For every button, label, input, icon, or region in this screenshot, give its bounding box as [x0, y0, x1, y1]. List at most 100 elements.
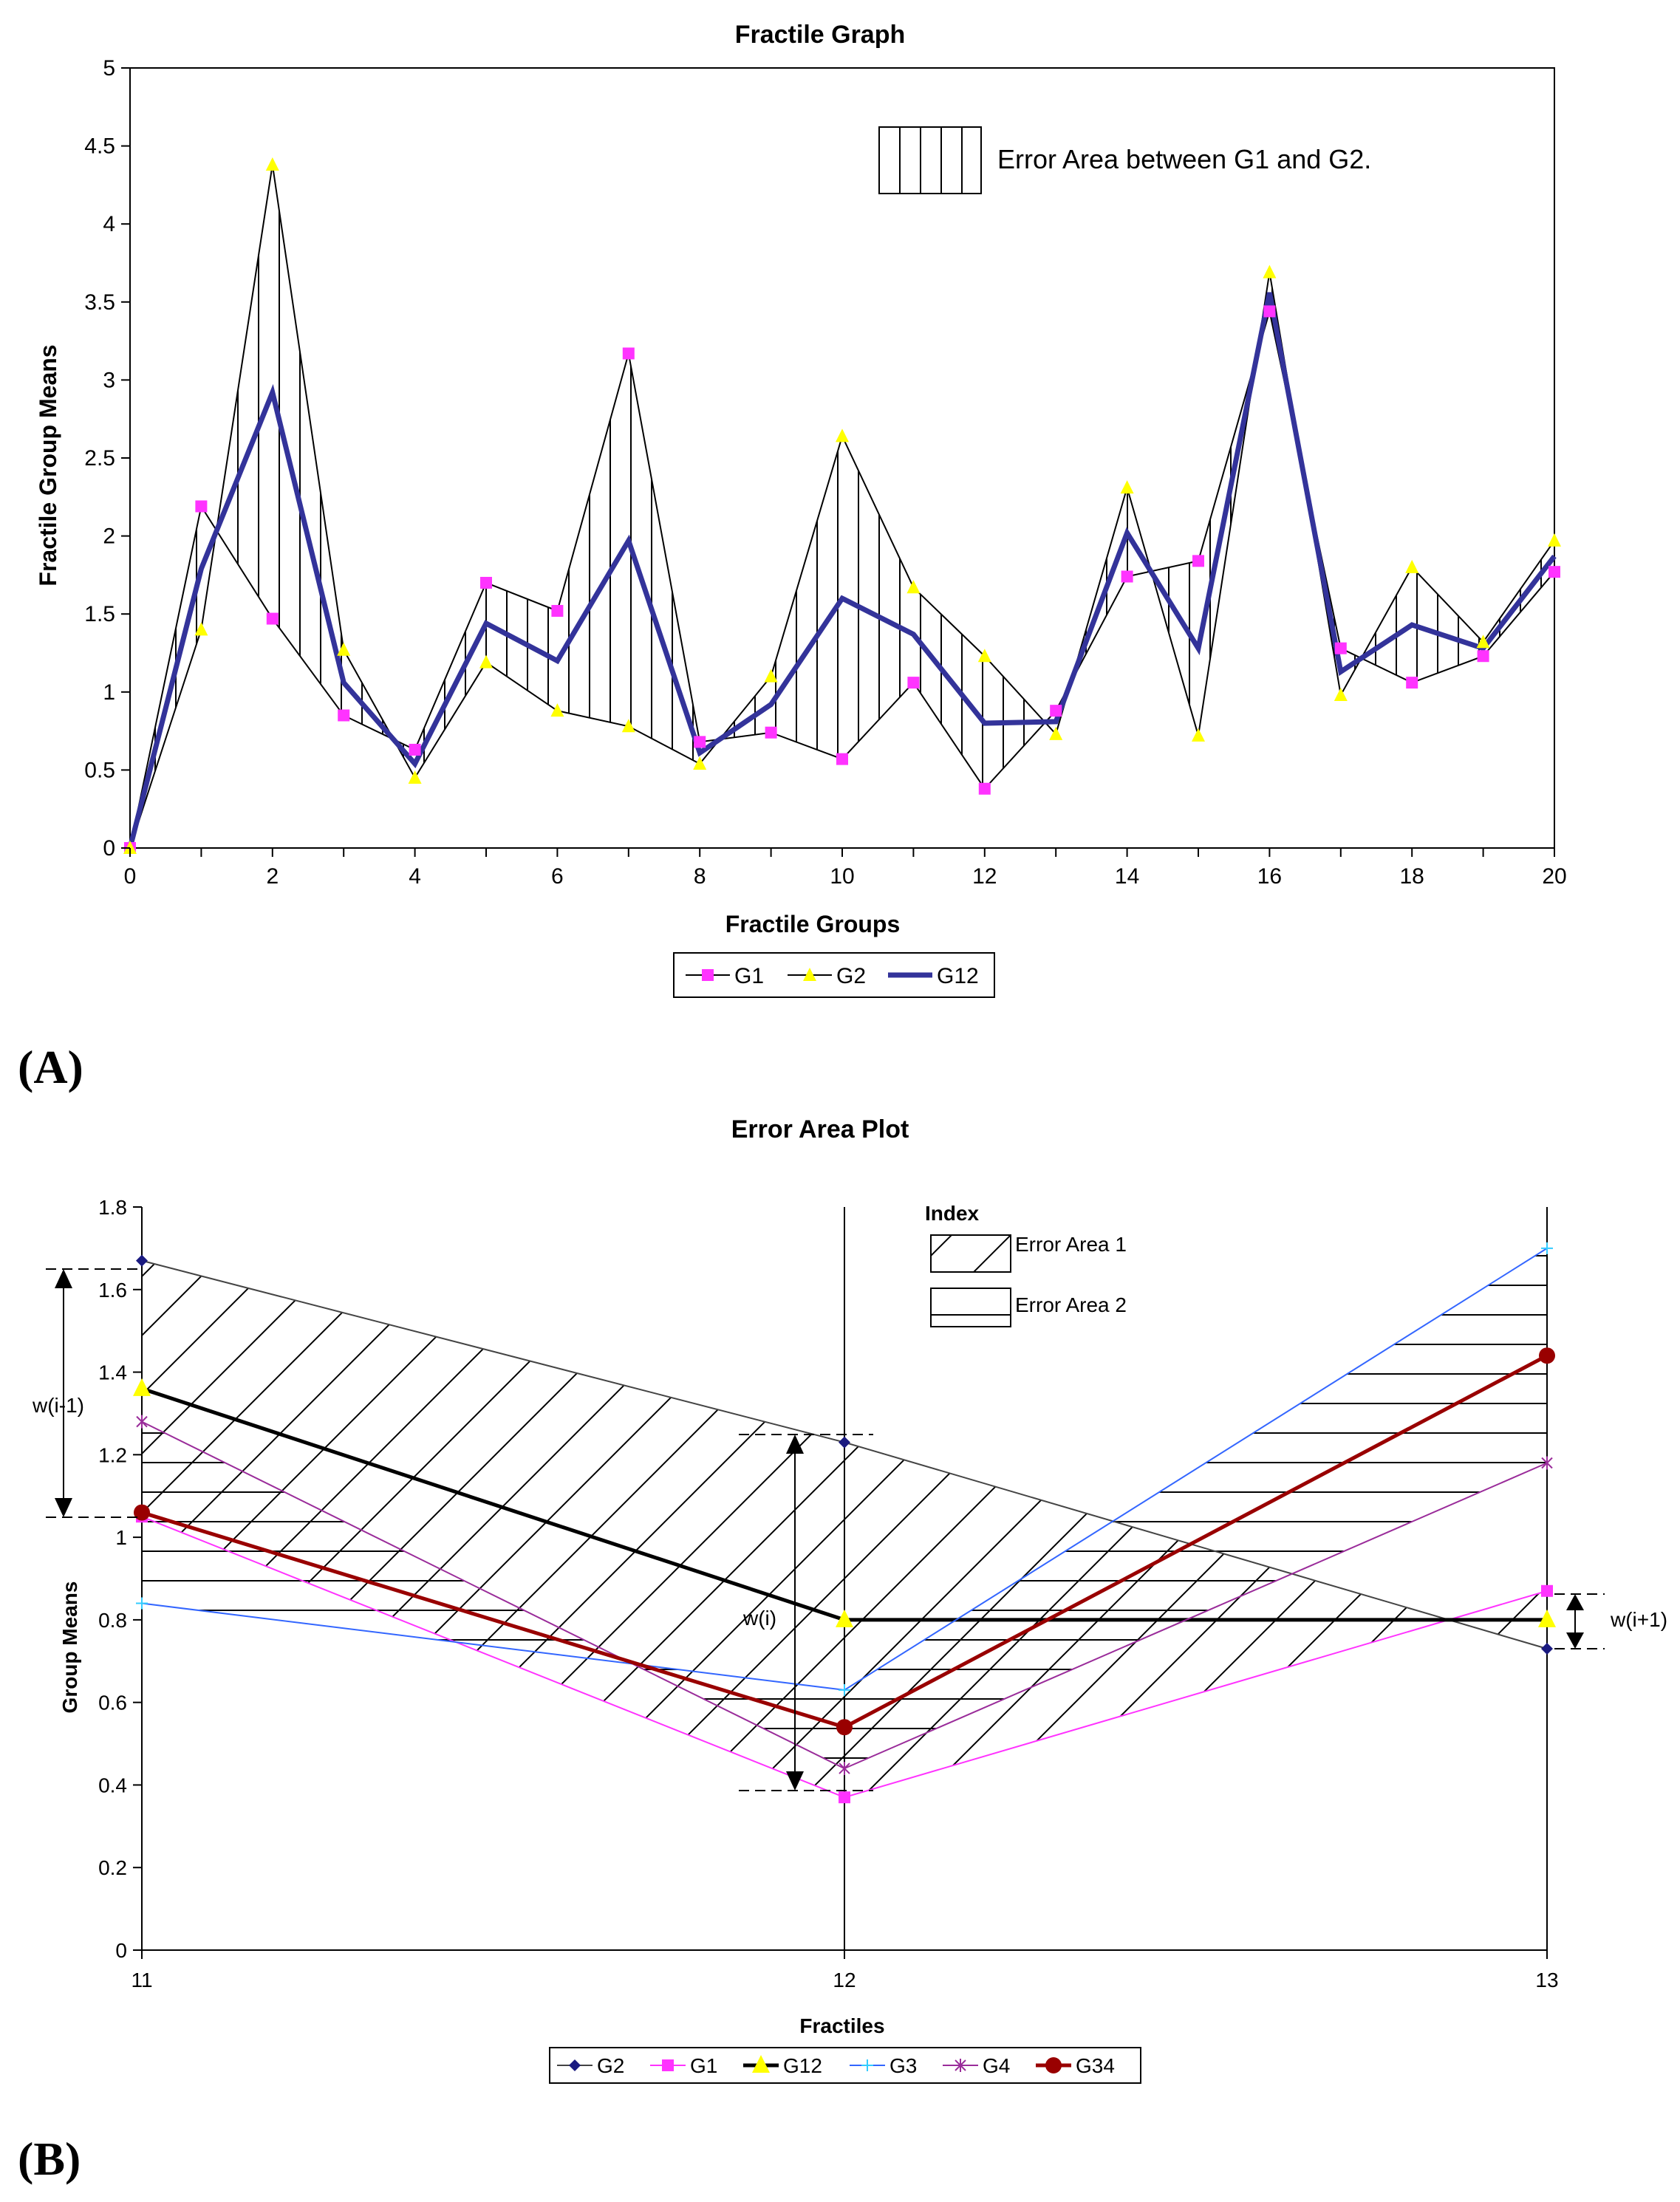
chart-b-g2-point [839, 1436, 850, 1449]
chart-a-error-area-segment [486, 582, 558, 711]
chart-b-error-area-2 [142, 1248, 1547, 1769]
chart-a-g1-point [978, 782, 991, 795]
chart-a-g2-point [1120, 480, 1134, 494]
chart-a-ylabel: Fractile Group Means [35, 344, 61, 586]
chart-a-ticks: 0 0.5 1 1.5 2 2.5 3 3.5 4 4.5 5 0 2 4 6 8 10 12 14 16 18 20 [84, 56, 1566, 889]
chart-a-legend-g1-marker [702, 969, 714, 981]
chart-a-xtick-label: 10 [830, 864, 854, 889]
chart-a-annotation: Error Area between G1 and G2. [878, 126, 1371, 194]
chart-a-g2-point [1263, 264, 1277, 278]
chart-a-g1-point [836, 753, 848, 765]
chart-a-legend-label: G1 [734, 964, 764, 988]
chart-b-legend-label: G12 [783, 2054, 822, 2077]
chart-a-ytick-label: 0 [103, 836, 115, 861]
chart-a-xtick-label: 18 [1400, 864, 1424, 889]
chart-b-xtick-label: 11 [131, 1969, 152, 1991]
chart-a-g1-point [694, 736, 706, 748]
chart-b-g4-point [839, 1762, 850, 1776]
chart-a-g1-point [1548, 566, 1560, 578]
chart-b-ytick-label: 1.6 [98, 1279, 127, 1302]
chart-a-g2-point [194, 622, 208, 636]
chart-b-ytick-label: 0.8 [98, 1609, 127, 1632]
chart-a-ytick-label: 4 [103, 212, 115, 236]
chart-a-g2-point [337, 642, 351, 656]
chart-a-xtick-label: 2 [266, 864, 279, 889]
chart-b-legend-label: G1 [690, 2054, 717, 2077]
chart-a-error-area-segment [913, 587, 985, 789]
chart-b-g34-point [134, 1504, 150, 1521]
chart-b-index: Index Error Area 1 Error Area 2 [925, 1202, 1127, 1327]
w-i-plus-1-label: w(i+1) [1610, 1608, 1667, 1631]
chart-b-g4-point [136, 1415, 148, 1429]
chart-a-ytick-label: 1.5 [84, 602, 115, 626]
chart-a-g1-point [1263, 305, 1276, 318]
chart-a-ytick-label: 1 [103, 680, 115, 705]
chart-a-xtick-label: 20 [1542, 864, 1566, 889]
chart-a-g1-point [1334, 642, 1347, 654]
chart-a-xlabel: Fractile Groups [725, 911, 901, 937]
chart-a-ytick-label: 3 [103, 368, 115, 392]
chart-b-legend-label: G34 [1076, 2054, 1115, 2077]
chart-a-legend-label: G2 [836, 964, 866, 988]
chart-b-legend-label: G3 [889, 2054, 917, 2077]
chart-b-legend-label: G2 [597, 2054, 624, 2077]
chart-a-g2-point [408, 770, 422, 784]
chart-b-ytick-label: 1.4 [98, 1361, 127, 1384]
chart-a-g2-point [836, 428, 849, 442]
w-i-minus-1-label: w(i-1) [32, 1394, 84, 1417]
chart-a-legend: G1 G2 G12 [673, 952, 995, 998]
chart-b-g34-point [836, 1719, 853, 1736]
chart-a-g1-point [1406, 677, 1418, 689]
chart-b-xtick-label: 12 [833, 1969, 856, 1991]
chart-b-ytick-label: 1.8 [98, 1196, 127, 1219]
chart-a-series [123, 157, 1561, 854]
chart-b-legend: G2 G1 G12 G3 G4 G34 [549, 2047, 1141, 2084]
chart-a-ytick-label: 0.5 [84, 758, 115, 782]
chart-a-g1-point [1477, 650, 1489, 663]
chart-b-g2-point [136, 1254, 148, 1267]
chart-a-g1-point [907, 677, 920, 689]
chart-a-legend-g2-marker [803, 968, 816, 981]
chart-a-xtick-label: 4 [409, 864, 421, 889]
chart-a-g2-point [479, 654, 493, 669]
chart-a-g1-point [266, 612, 279, 625]
chart-b-ytick-label: 1.2 [98, 1443, 127, 1466]
chart-a-series-g12-line [127, 292, 1557, 849]
chart-b-g1-point [1541, 1584, 1553, 1597]
chart-b-g34-point [1539, 1347, 1555, 1364]
chart-a-g1-point [409, 743, 421, 756]
chart-a-xtick-label: 14 [1115, 864, 1139, 889]
chart-a-g2-point [1405, 559, 1419, 573]
chart-a-error-area-segment [628, 353, 700, 764]
chart-a-g1-point [622, 347, 635, 360]
chart-a-g2-point [1548, 533, 1561, 547]
chart-a-g1-point [1050, 705, 1062, 717]
chart-a-g2-point [977, 649, 991, 663]
chart-a-g2-point [621, 719, 635, 733]
chart-b-ticks: 0 0.2 0.4 0.6 0.8 1 1.2 1.4 1.6 1.8 11 12 13 [98, 1196, 1559, 1991]
chart-b-g3-point [136, 1597, 148, 1610]
chart-a-title: Fractile Graph [735, 21, 906, 49]
error-area-panel: Error Area Plot 0 0.2 0.4 0.6 0.8 1 1.2 1.4 1.6 1… [18, 1115, 1667, 2185]
chart-a-ytick-label: 2.5 [84, 446, 115, 471]
chart-a-g2-point [1476, 635, 1490, 649]
chart-b-series [133, 1242, 1556, 1804]
chart-b-ytick-label: 1 [115, 1526, 127, 1549]
chart-b-legend-g2-marker [569, 2059, 581, 2071]
chart-b-index-item-2: Error Area 2 [1015, 1293, 1127, 1316]
chart-b-g4-point [1541, 1456, 1553, 1470]
chart-a-g1-point [338, 709, 350, 722]
chart-b-error-areas [142, 1248, 1547, 1798]
chart-a-g1-point [765, 726, 777, 739]
chart-b-ytick-label: 0 [115, 1939, 127, 1962]
chart-a-g1-point [1192, 555, 1204, 567]
chart-b-legend-g34-marker [1045, 2057, 1062, 2073]
chart-a-g1-point [1121, 570, 1133, 583]
panel-label-a: (A) [18, 1041, 83, 1093]
chart-b-index-title: Index [925, 1202, 980, 1225]
chart-a-error-area-segment [842, 436, 914, 759]
chart-b-legend-g4-marker [955, 2059, 966, 2072]
chart-a-ytick-label: 5 [103, 56, 115, 81]
chart-a-g2-point [1192, 728, 1205, 742]
